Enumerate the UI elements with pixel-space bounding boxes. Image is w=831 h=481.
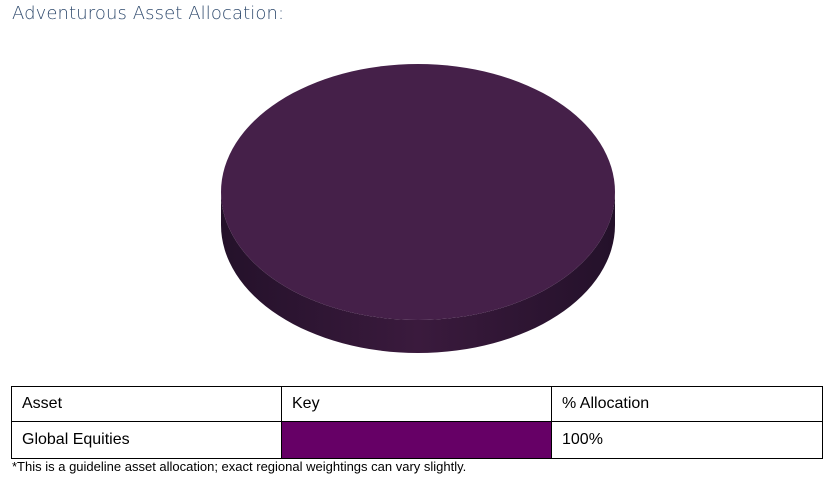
cell-asset: Global Equities: [11, 421, 282, 459]
table-header-row: Asset Key % Allocation: [11, 386, 823, 422]
table-row: Global Equities 100%: [11, 421, 823, 459]
cell-key: [281, 421, 552, 459]
key-color-swatch: [282, 422, 551, 458]
pie-slice-global-equities: [221, 64, 615, 320]
header-allocation: % Allocation: [551, 386, 823, 422]
header-asset: Asset: [11, 386, 282, 422]
allocation-table: Asset Key % Allocation Global Equities 1…: [11, 386, 823, 459]
page-title: Adventurous Asset Allocation:: [12, 3, 285, 24]
footnote: *This is a guideline asset allocation; e…: [12, 459, 467, 474]
cell-allocation: 100%: [551, 421, 823, 459]
pie-chart: [221, 64, 615, 353]
header-key: Key: [281, 386, 552, 422]
pie-side-wall: [221, 192, 615, 353]
